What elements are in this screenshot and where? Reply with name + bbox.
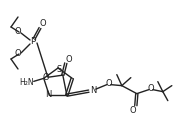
Text: O: O bbox=[43, 73, 49, 82]
Text: O: O bbox=[15, 49, 21, 58]
Text: O: O bbox=[66, 55, 72, 64]
Text: O: O bbox=[147, 84, 154, 93]
Text: P: P bbox=[30, 38, 36, 46]
Text: O: O bbox=[15, 27, 21, 37]
Text: O: O bbox=[105, 79, 112, 88]
Text: H₂N: H₂N bbox=[19, 78, 34, 87]
Text: S: S bbox=[56, 65, 62, 75]
Text: N: N bbox=[45, 90, 51, 99]
Text: O: O bbox=[40, 19, 46, 29]
Text: O: O bbox=[129, 106, 136, 115]
Text: N: N bbox=[90, 86, 96, 95]
